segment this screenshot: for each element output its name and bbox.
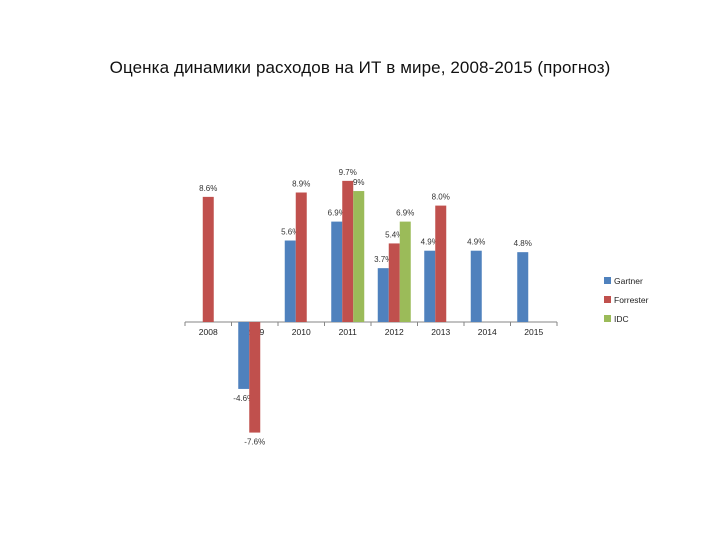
- data-label: 9.7%: [339, 168, 357, 177]
- legend-swatch-forrester: [604, 296, 611, 303]
- data-label: 9%: [353, 178, 365, 187]
- x-tick-label: 2010: [292, 327, 311, 337]
- bar-idc: [353, 191, 365, 322]
- bar-gartner: [470, 250, 482, 322]
- x-tick-label: 2014: [478, 327, 497, 337]
- bar-forrester: [202, 196, 214, 322]
- bar-idc: [399, 221, 411, 322]
- x-tick-label: 2008: [199, 327, 218, 337]
- bar-forrester: [388, 243, 400, 322]
- x-tick-label: 2015: [524, 327, 543, 337]
- data-label: 6.9%: [396, 209, 414, 218]
- bar-forrester: [342, 180, 354, 322]
- bar-gartner: [238, 322, 250, 389]
- legend-label-idc: IDC: [614, 314, 629, 324]
- x-tick-label: 2012: [385, 327, 404, 337]
- bar-forrester: [295, 192, 307, 322]
- x-tick-label: 2013: [431, 327, 450, 337]
- data-label: -7.6%: [244, 438, 265, 447]
- data-label: 8.0%: [432, 193, 450, 202]
- bar-gartner: [377, 268, 389, 322]
- x-tick-label: 2011: [339, 327, 358, 337]
- data-label: 4.9%: [467, 238, 485, 247]
- legend-swatch-gartner: [604, 277, 611, 284]
- data-label: 5.6%: [281, 228, 299, 237]
- data-label: 3.7%: [374, 255, 392, 264]
- bar-gartner: [517, 252, 529, 322]
- data-label: 4.9%: [421, 238, 439, 247]
- bar-gartner: [424, 250, 436, 322]
- bar-gartner: [331, 221, 343, 322]
- bar-gartner: [284, 240, 296, 322]
- bar-forrester: [249, 322, 261, 433]
- data-label: 6.9%: [328, 209, 346, 218]
- legend-label-forrester: Forrester: [614, 295, 649, 305]
- chart-title: Оценка динамики расходов на ИТ в мире, 2…: [109, 58, 611, 77]
- data-label: 8.9%: [292, 180, 310, 189]
- data-label: 8.6%: [199, 184, 217, 193]
- data-label: -4.6%: [233, 394, 254, 403]
- bar-forrester: [435, 205, 447, 322]
- legend-label-gartner: Gartner: [614, 276, 643, 286]
- data-label: 5.4%: [385, 230, 403, 239]
- legend-swatch-idc: [604, 315, 611, 322]
- data-label: 4.8%: [514, 239, 532, 248]
